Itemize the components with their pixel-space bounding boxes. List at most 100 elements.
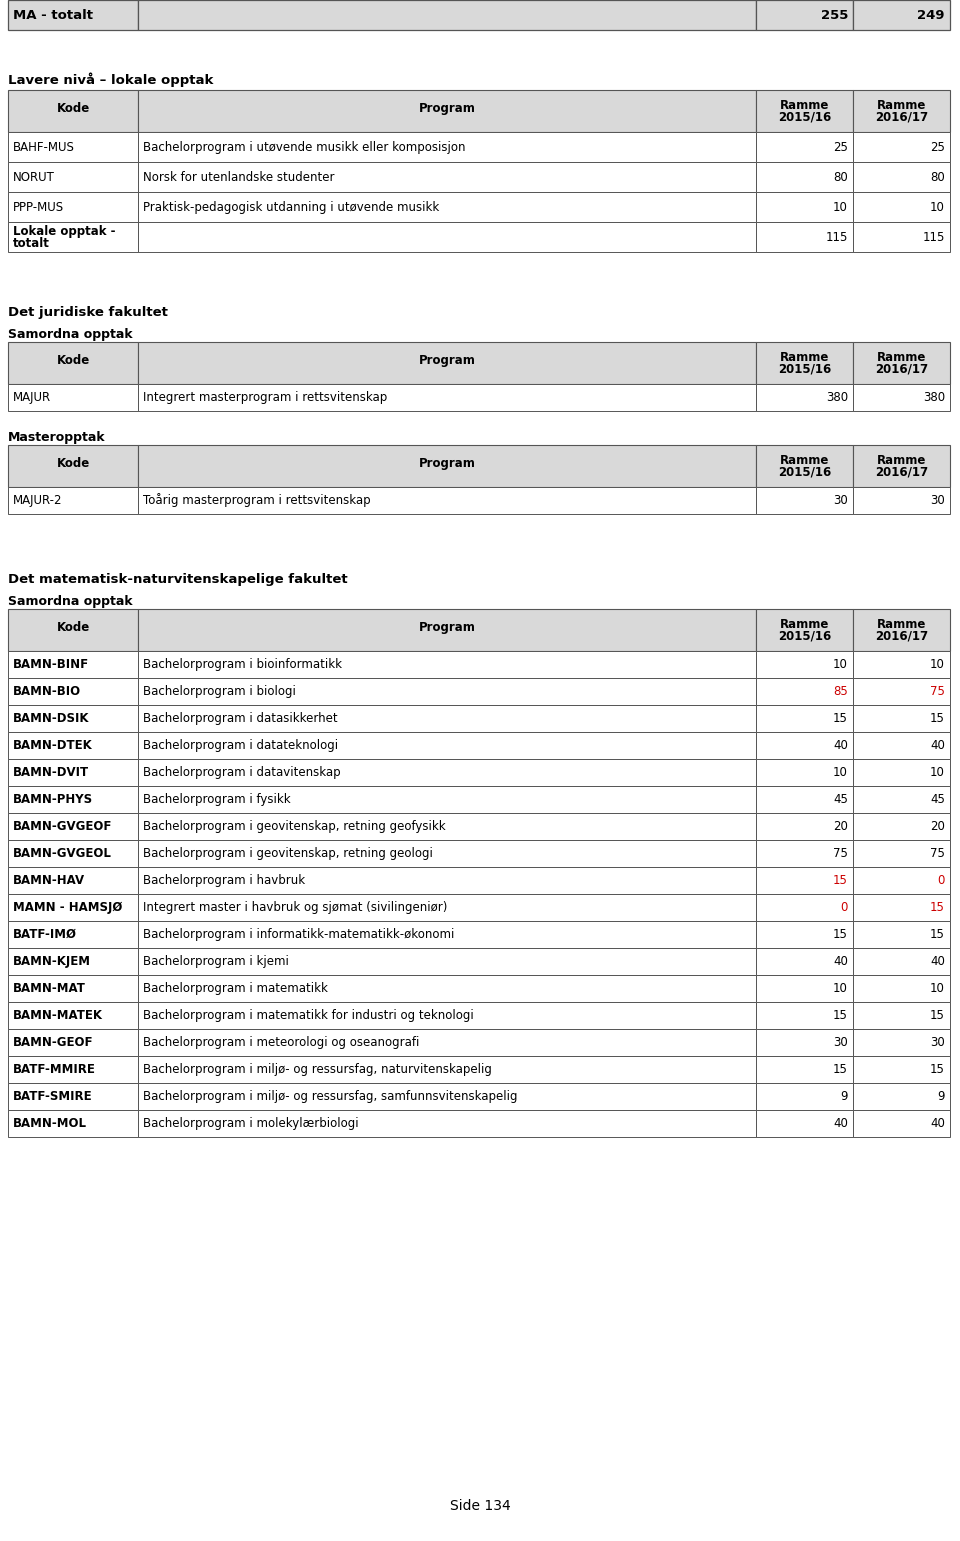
Text: 40: 40 bbox=[930, 740, 945, 752]
Bar bbox=[853, 678, 950, 704]
Text: Bachelorprogram i meteorologi og oseanografi: Bachelorprogram i meteorologi og oseanog… bbox=[143, 1036, 420, 1049]
Bar bbox=[8, 342, 138, 384]
Text: Bachelorprogram i datateknologi: Bachelorprogram i datateknologi bbox=[143, 740, 338, 752]
Bar bbox=[756, 922, 853, 948]
Text: Bachelorprogram i datasikkerhet: Bachelorprogram i datasikkerhet bbox=[143, 712, 338, 724]
Text: Lokale opptak -: Lokale opptak - bbox=[13, 225, 115, 237]
Text: 15: 15 bbox=[930, 1063, 945, 1076]
Text: Kode: Kode bbox=[57, 102, 89, 114]
Text: BATF-IMØ: BATF-IMØ bbox=[13, 928, 77, 942]
Text: 10: 10 bbox=[833, 982, 848, 995]
Text: Samordna opptak: Samordna opptak bbox=[8, 595, 132, 609]
Bar bbox=[8, 384, 138, 411]
Bar bbox=[756, 1029, 853, 1056]
Text: 2015/16: 2015/16 bbox=[778, 111, 831, 123]
Bar bbox=[756, 814, 853, 840]
Text: 15: 15 bbox=[833, 1009, 848, 1022]
Bar bbox=[8, 133, 138, 162]
Text: 40: 40 bbox=[833, 1117, 848, 1130]
Bar bbox=[138, 760, 756, 786]
Bar bbox=[138, 1029, 756, 1056]
Text: Integrert master i havbruk og sjømat (sivilingeniør): Integrert master i havbruk og sjømat (si… bbox=[143, 901, 447, 914]
Text: Ramme: Ramme bbox=[780, 99, 829, 111]
Text: 380: 380 bbox=[923, 391, 945, 404]
Text: 10: 10 bbox=[930, 766, 945, 780]
Text: Program: Program bbox=[419, 102, 475, 114]
Text: 10: 10 bbox=[833, 200, 848, 214]
Text: Norsk for utenlandske studenter: Norsk for utenlandske studenter bbox=[143, 171, 334, 183]
Text: Bachelorprogram i fysikk: Bachelorprogram i fysikk bbox=[143, 794, 291, 806]
Bar bbox=[8, 222, 138, 253]
Bar bbox=[138, 162, 756, 193]
Text: Bachelorprogram i molekylærbiologi: Bachelorprogram i molekylærbiologi bbox=[143, 1117, 359, 1130]
Text: Ramme: Ramme bbox=[876, 453, 926, 467]
Bar bbox=[756, 760, 853, 786]
Text: Ramme: Ramme bbox=[876, 350, 926, 364]
Text: 2016/17: 2016/17 bbox=[875, 111, 928, 123]
Bar bbox=[756, 609, 853, 650]
Text: Bachelorprogram i geovitenskap, retning geofysikk: Bachelorprogram i geovitenskap, retning … bbox=[143, 820, 445, 834]
Text: 15: 15 bbox=[930, 712, 945, 724]
Text: 255: 255 bbox=[821, 9, 848, 22]
Bar bbox=[756, 222, 853, 253]
Text: Bachelorprogram i geovitenskap, retning geologi: Bachelorprogram i geovitenskap, retning … bbox=[143, 848, 433, 860]
Text: 15: 15 bbox=[930, 901, 945, 914]
Text: 40: 40 bbox=[833, 740, 848, 752]
Text: 2015/16: 2015/16 bbox=[778, 630, 831, 643]
Text: 30: 30 bbox=[833, 1036, 848, 1049]
Text: 15: 15 bbox=[833, 712, 848, 724]
Bar bbox=[138, 814, 756, 840]
Text: BAMN-MAT: BAMN-MAT bbox=[13, 982, 85, 995]
Bar bbox=[138, 704, 756, 732]
Text: BAHF-MUS: BAHF-MUS bbox=[13, 140, 75, 154]
Text: Toårig masterprogram i rettsvitenskap: Toårig masterprogram i rettsvitenskap bbox=[143, 493, 371, 507]
Bar bbox=[138, 868, 756, 894]
Text: 10: 10 bbox=[930, 982, 945, 995]
Text: 249: 249 bbox=[918, 9, 945, 22]
Bar bbox=[853, 1056, 950, 1083]
Text: 115: 115 bbox=[923, 231, 945, 243]
Bar bbox=[138, 445, 756, 487]
Bar bbox=[853, 487, 950, 515]
Bar bbox=[138, 1083, 756, 1110]
Text: Kode: Kode bbox=[57, 456, 89, 470]
Bar bbox=[853, 445, 950, 487]
Bar bbox=[756, 487, 853, 515]
Bar bbox=[853, 732, 950, 760]
Bar bbox=[138, 222, 756, 253]
Bar bbox=[853, 133, 950, 162]
Text: 10: 10 bbox=[833, 766, 848, 780]
Bar bbox=[756, 193, 853, 222]
Bar bbox=[138, 975, 756, 1002]
Text: Program: Program bbox=[419, 456, 475, 470]
Bar bbox=[8, 814, 138, 840]
Text: 2016/17: 2016/17 bbox=[875, 465, 928, 479]
Text: BATF-SMIRE: BATF-SMIRE bbox=[13, 1089, 92, 1103]
Bar bbox=[756, 840, 853, 868]
Text: 40: 40 bbox=[833, 955, 848, 968]
Text: Kode: Kode bbox=[57, 621, 89, 633]
Text: 20: 20 bbox=[930, 820, 945, 834]
Text: 25: 25 bbox=[833, 140, 848, 154]
Bar bbox=[756, 162, 853, 193]
Bar bbox=[853, 922, 950, 948]
Text: Det matematisk-naturvitenskapelige fakultet: Det matematisk-naturvitenskapelige fakul… bbox=[8, 573, 348, 586]
Text: NORUT: NORUT bbox=[13, 171, 55, 183]
Bar bbox=[8, 487, 138, 515]
Bar bbox=[138, 384, 756, 411]
Bar bbox=[756, 0, 853, 29]
Text: Bachelorprogram i matematikk: Bachelorprogram i matematikk bbox=[143, 982, 328, 995]
Text: Program: Program bbox=[419, 353, 475, 367]
Text: 45: 45 bbox=[930, 794, 945, 806]
Text: 30: 30 bbox=[930, 495, 945, 507]
Text: BATF-MMIRE: BATF-MMIRE bbox=[13, 1063, 96, 1076]
Text: 9: 9 bbox=[938, 1089, 945, 1103]
Text: MAMN - HAMSJØ: MAMN - HAMSJØ bbox=[13, 901, 122, 914]
Bar bbox=[853, 760, 950, 786]
Text: 2015/16: 2015/16 bbox=[778, 362, 831, 376]
Text: Ramme: Ramme bbox=[876, 618, 926, 630]
Text: 15: 15 bbox=[930, 928, 945, 942]
Bar bbox=[853, 894, 950, 922]
Bar bbox=[8, 1002, 138, 1029]
Bar bbox=[853, 193, 950, 222]
